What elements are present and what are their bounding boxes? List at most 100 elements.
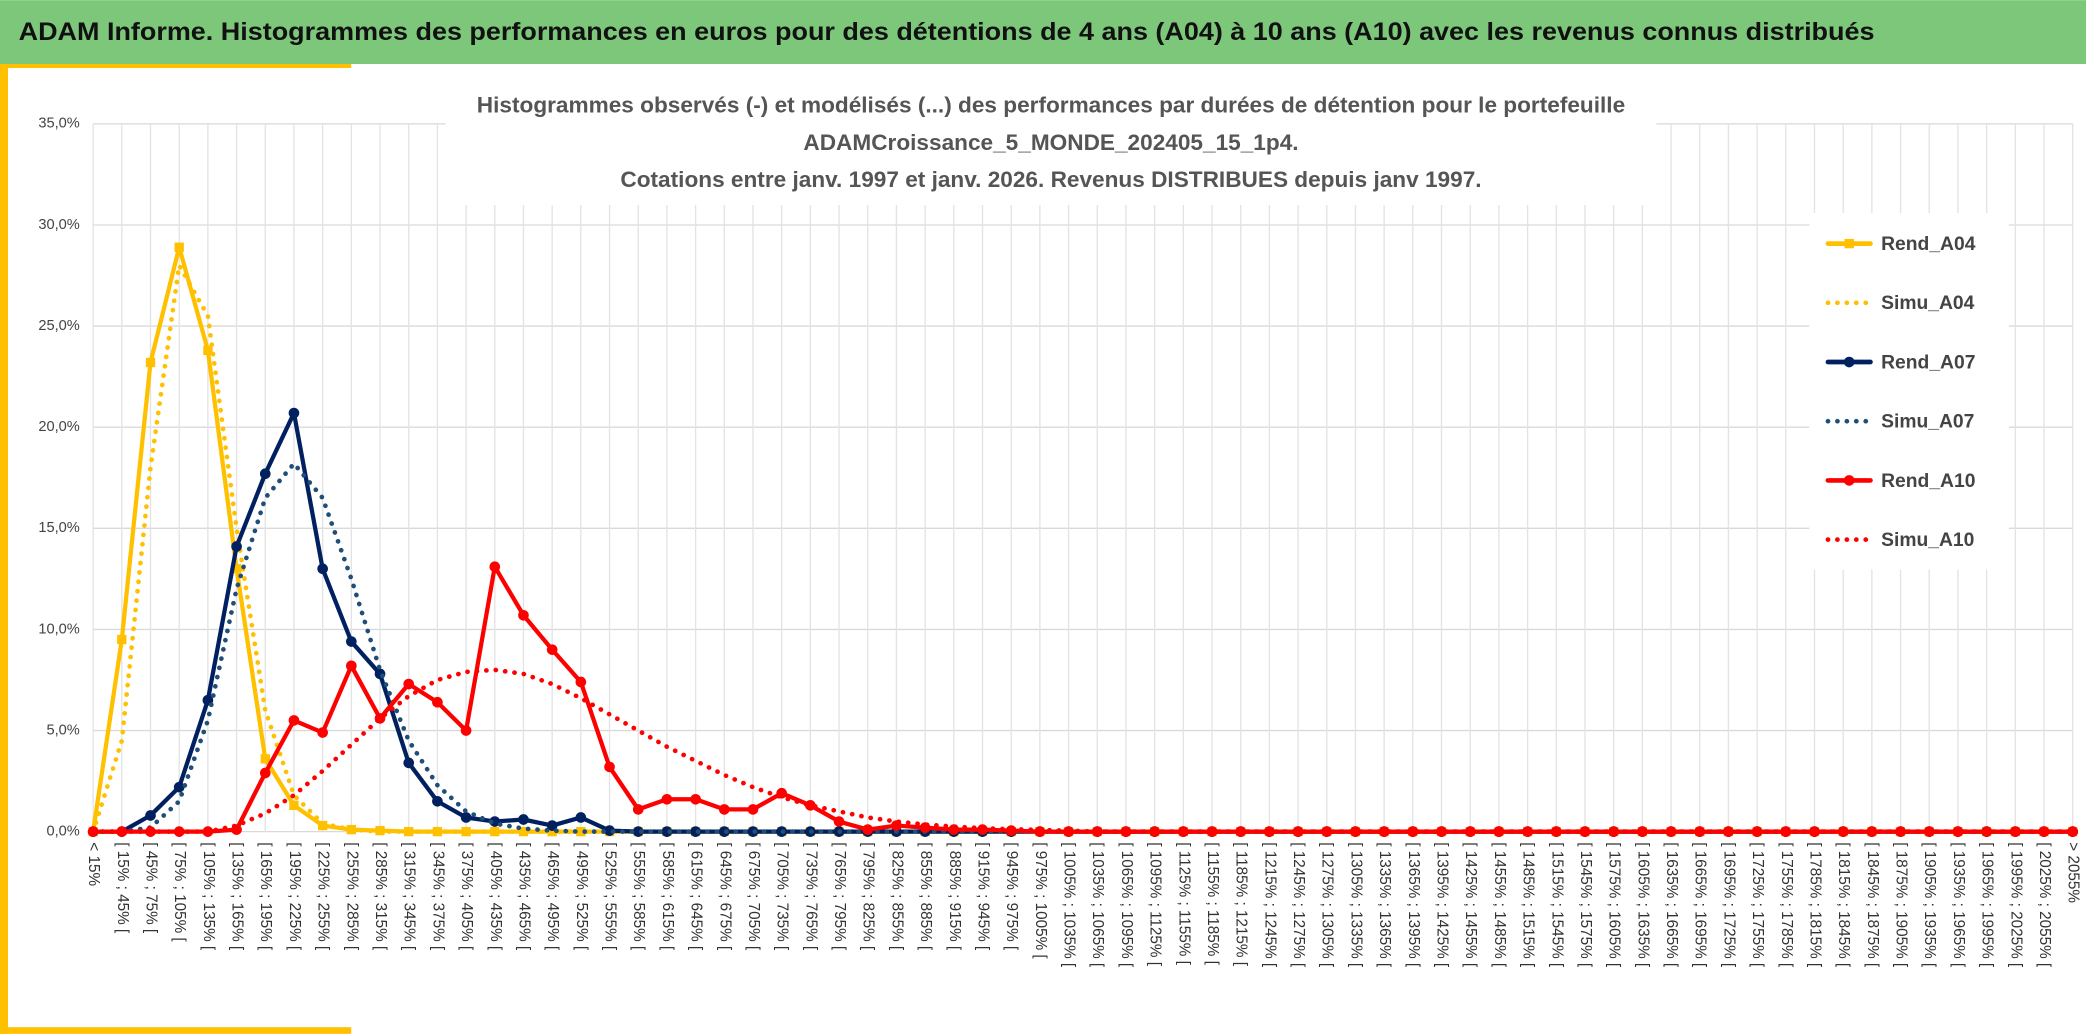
marker — [632, 804, 644, 815]
x-tick-label: [ 1515% ; 1545% [ — [1548, 842, 1565, 968]
marker — [1579, 826, 1591, 837]
x-tick-label: [ 585% ; 615% [ — [659, 842, 676, 951]
marker — [1550, 826, 1562, 837]
marker — [661, 793, 673, 805]
x-tick-label: [ 1665% ; 1695% [ — [1692, 842, 1709, 968]
marker — [489, 816, 501, 827]
x-tick-label: [ 1605% ; 1635% [ — [1634, 842, 1651, 968]
marker — [718, 804, 730, 815]
x-tick-label: [ 645% ; 675% [ — [716, 842, 733, 951]
marker — [346, 636, 357, 647]
series-line — [90, 461, 2076, 834]
marker — [632, 826, 644, 837]
series-line — [90, 667, 2076, 834]
x-tick-label: [ 1485% ; 1515% [ — [1520, 842, 1537, 968]
x-tick-label: [ 2025% ; 2055% [ — [2036, 842, 2053, 968]
marker — [1292, 826, 1304, 837]
x-tick-label: [ 1845% ; 1875% [ — [1864, 842, 1881, 968]
x-tick-label: [ 1065% ; 1095% [ — [1118, 842, 1135, 968]
marker — [1522, 826, 1533, 837]
x-tick-label: [ 915% ; 945% [ — [974, 842, 991, 951]
x-tick-label: [ 1215% ; 1245% [ — [1261, 842, 1278, 968]
legend-marker — [1844, 238, 1854, 249]
chart-title: Cotations entre janv. 1997 et janv. 2026… — [620, 167, 1481, 192]
title-backdrop — [445, 85, 1657, 206]
x-tick-label: [ 1365% ; 1395% [ — [1405, 842, 1422, 968]
marker — [317, 727, 328, 738]
marker — [460, 812, 472, 823]
marker — [575, 676, 587, 688]
x-tick-label: [ 1185% ; 1215% [ — [1233, 842, 1250, 967]
x-tick-label: [ 15% ; 45% [ — [114, 842, 131, 934]
frame-left — [0, 64, 8, 1034]
x-tick-label: [ 1965% ; 1995% [ — [1979, 842, 1996, 968]
x-tick-label: [ 285% ; 315% [ — [372, 842, 389, 951]
y-tick-label: 30,0% — [38, 217, 79, 233]
marker — [747, 804, 759, 815]
marker — [145, 810, 156, 821]
x-tick-label: [ 975% ; 1005% [ — [1032, 842, 1049, 959]
x-tick-label: [ 1905% ; 1935% [ — [1921, 842, 1938, 968]
marker — [1464, 826, 1476, 837]
y-tick-label: 5,0% — [46, 722, 79, 738]
y-tick-label: 35,0% — [38, 116, 79, 132]
marker — [833, 816, 845, 827]
x-tick-label: [ 705% ; 735% [ — [774, 842, 791, 951]
marker — [546, 820, 558, 831]
x-tick-label: [ 1125% ; 1155% [ — [1175, 842, 1192, 965]
marker — [403, 678, 415, 690]
x-tick-label: [ 195% ; 225% [ — [286, 842, 303, 951]
marker — [575, 812, 587, 823]
x-tick-label: [ 1635% ; 1665% [ — [1663, 842, 1680, 968]
marker — [518, 609, 529, 621]
marker — [1350, 826, 1361, 837]
x-tick-label: [ 1935% ; 1965% [ — [1950, 842, 1967, 968]
x-tick-label: [ 795% ; 825% [ — [860, 842, 877, 951]
marker — [518, 814, 529, 825]
x-tick-label: [ 1755% ; 1785% [ — [1778, 842, 1795, 968]
x-tick-label: [ 525% ; 555% [ — [602, 842, 619, 951]
legend-marker — [1843, 356, 1855, 368]
x-tick-label: [ 1035% ; 1065% [ — [1089, 842, 1106, 968]
marker — [2067, 826, 2079, 837]
x-tick-label: [ 405% ; 435% [ — [487, 842, 504, 951]
x-tick-label: < 15% — [85, 842, 102, 886]
x-tick-label: [ 1005% ; 1035% [ — [1061, 842, 1078, 968]
marker — [203, 345, 213, 356]
marker — [260, 754, 270, 764]
x-tick-label: [ 1425% ; 1455% [ — [1462, 842, 1479, 968]
marker — [1264, 826, 1275, 837]
x-tick-label: [ 45% ; 75% [ — [142, 842, 159, 934]
header-bar — [0, 0, 2086, 65]
marker — [174, 242, 184, 252]
x-tick-label: [ 1395% ; 1425% [ — [1433, 842, 1450, 968]
series-line — [90, 564, 2075, 834]
marker — [346, 660, 357, 672]
header-title: ADAM Informe. Histogrammes des performan… — [19, 18, 1875, 46]
chart-title: ADAMCroissance_5_MONDE_202405_15_1p4. — [803, 130, 1298, 155]
x-tick-label: [ 375% ; 405% [ — [458, 842, 475, 951]
x-tick-label: [ 945% ; 975% [ — [1003, 842, 1020, 951]
x-tick-label: [ 765% ; 795% [ — [831, 842, 848, 951]
x-tick-label: [ 1875% ; 1905% [ — [1893, 842, 1910, 968]
marker — [1608, 826, 1619, 837]
marker — [259, 767, 271, 779]
x-tick-label: [ 735% ; 765% [ — [802, 842, 819, 951]
x-tick-label: [ 1545% ; 1575% [ — [1577, 842, 1594, 968]
marker — [546, 644, 558, 655]
y-tick-label: 20,0% — [38, 419, 79, 435]
marker — [690, 826, 701, 837]
x-tick-label: [ 465% ; 495% [ — [544, 842, 561, 951]
legend-label: Simu_A04 — [1881, 293, 1975, 314]
marker — [661, 826, 673, 837]
x-tick-label: [ 1155% ; 1185% [ — [1204, 842, 1221, 965]
legend-backdrop — [1809, 213, 2009, 570]
chart-title: Histogrammes observés (-) et modélisés (… — [477, 93, 1625, 118]
marker — [604, 761, 615, 773]
x-tick-label: [ 105% ; 135% [ — [200, 842, 217, 951]
marker — [289, 800, 299, 810]
frame-bottom — [0, 1027, 352, 1034]
marker — [117, 634, 127, 645]
legend-label: Rend_A10 — [1881, 471, 1975, 492]
